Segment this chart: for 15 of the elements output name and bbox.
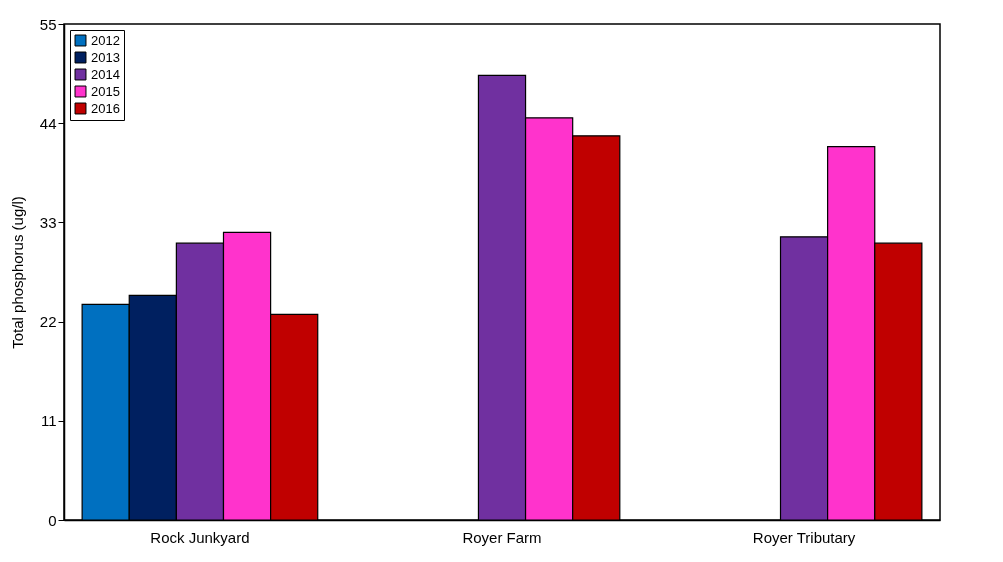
y-tick-label: 0	[48, 511, 57, 529]
legend-label: 2016	[91, 100, 120, 116]
legend-label: 2012	[91, 32, 120, 48]
legend-label: 2013	[91, 49, 120, 65]
x-tick-label: Royer Tributary	[752, 528, 856, 546]
x-tick-label: Royer Farm	[462, 528, 542, 546]
x-tick-label: Rock Junkyard	[150, 528, 250, 546]
y-tick-label: 11	[40, 412, 57, 430]
y-tick-label: 44	[39, 114, 57, 132]
legend-label: 2015	[91, 83, 120, 99]
legend-label: 2014	[91, 66, 120, 82]
y-tick-label: 22	[39, 313, 57, 331]
y-axis-title: Total phosphorus (ug/l)	[8, 196, 26, 349]
y-tick-label: 33	[39, 213, 57, 231]
y-tick-label: 55	[39, 15, 57, 33]
